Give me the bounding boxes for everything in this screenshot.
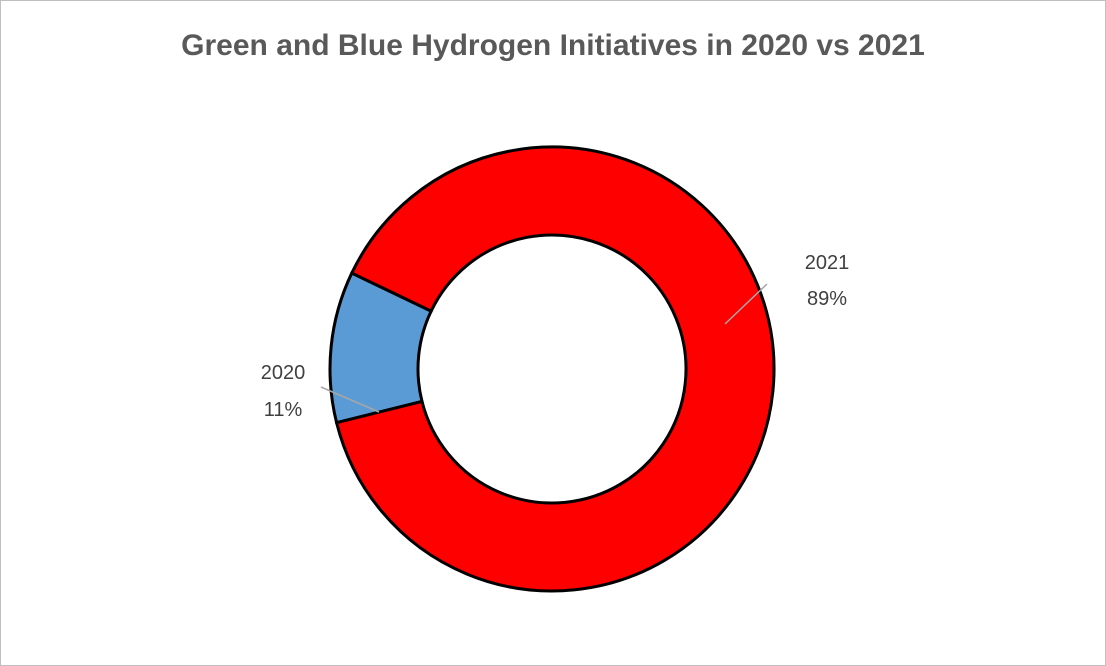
chart-title: Green and Blue Hydrogen Initiatives in 2… (181, 29, 925, 62)
data-label-percent-2020: 11% (264, 399, 303, 421)
donut-slice-2021 (334, 145, 776, 593)
data-label-category-2021: 2021 (805, 252, 850, 274)
leader-line-2020 (320, 386, 380, 413)
leader-line-2021 (724, 283, 768, 325)
data-label-category-2020: 2020 (261, 362, 306, 384)
data-label-percent-2021: 89% (807, 288, 847, 310)
